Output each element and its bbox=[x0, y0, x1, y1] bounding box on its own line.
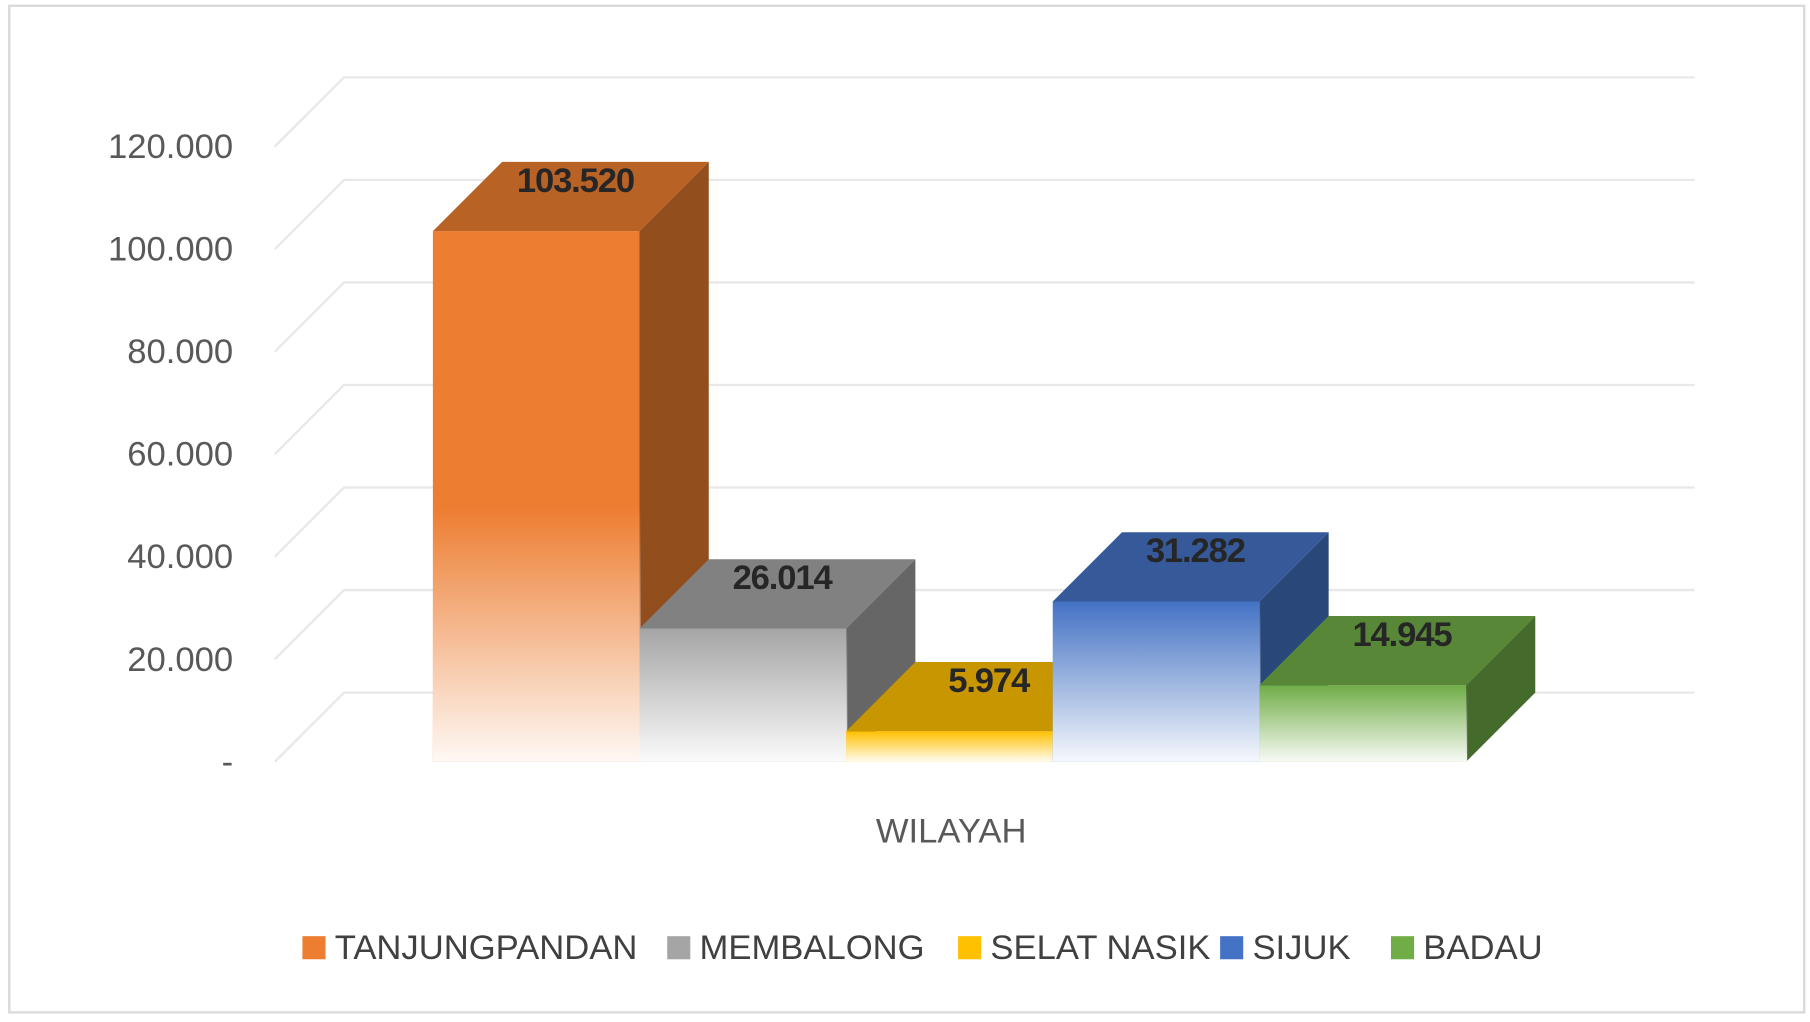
value-label: 14.945 bbox=[1352, 616, 1452, 654]
legend-swatch bbox=[667, 936, 691, 960]
legend-label: SIJUK bbox=[1252, 929, 1350, 967]
grid-line bbox=[273, 281, 1695, 353]
value-label: 103.520 bbox=[517, 162, 634, 200]
legend-swatch bbox=[302, 936, 326, 960]
grid-line bbox=[273, 383, 1695, 456]
value-label: 31.282 bbox=[1146, 532, 1245, 570]
bar-side bbox=[1466, 615, 1536, 762]
legend-label: TANJUNGPANDAN bbox=[335, 929, 638, 967]
y-tick-label: 20.000 bbox=[127, 641, 233, 679]
x-category-label: WILAYAH bbox=[876, 813, 1027, 851]
bar-fade bbox=[432, 507, 641, 762]
value-label: 26.014 bbox=[733, 559, 834, 597]
grid-line bbox=[273, 178, 1695, 250]
grid-line bbox=[273, 76, 1695, 148]
bar-top bbox=[639, 559, 916, 629]
value-label: 5.974 bbox=[948, 662, 1031, 700]
legend-label: BADAU bbox=[1423, 929, 1542, 967]
legend-label: MEMBALONG bbox=[700, 929, 925, 967]
legend-swatch bbox=[1220, 936, 1244, 960]
y-tick-label: 40.000 bbox=[127, 538, 233, 576]
bar-fade bbox=[639, 628, 848, 762]
y-tick-label: 120.000 bbox=[108, 128, 233, 166]
bar-top bbox=[432, 161, 709, 232]
bar-fade bbox=[846, 731, 1054, 762]
bar-top bbox=[1052, 532, 1329, 602]
grid-line bbox=[273, 486, 1695, 558]
bar-fade bbox=[1259, 685, 1468, 762]
legend-swatch bbox=[1390, 936, 1415, 960]
legend-swatch bbox=[958, 936, 982, 960]
bar-side bbox=[846, 559, 916, 762]
y-tick-label: - bbox=[222, 743, 234, 781]
chart-border bbox=[8, 4, 1806, 1014]
legend-label: SELAT NASIK bbox=[990, 929, 1210, 967]
bar-top bbox=[1259, 615, 1536, 686]
bar-fade bbox=[1052, 601, 1261, 762]
y-tick-label: 60.000 bbox=[127, 436, 233, 474]
y-tick-label: 80.000 bbox=[127, 333, 233, 371]
y-tick-label: 100.000 bbox=[108, 231, 233, 269]
